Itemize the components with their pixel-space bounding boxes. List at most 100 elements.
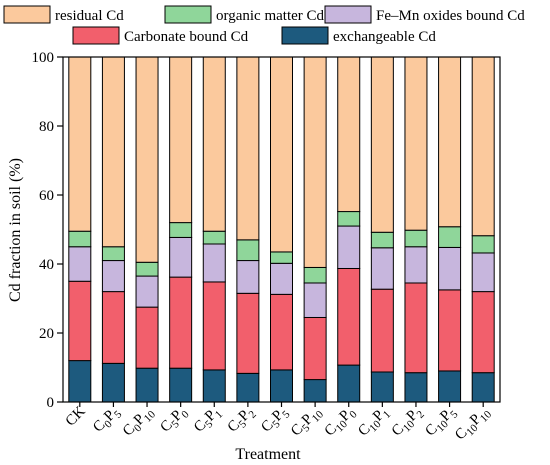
bar-segment-exchangeable-cd-5 — [236, 372, 260, 403]
bar-segment-fe-mn-oxides-bound-cd-2 — [135, 275, 159, 308]
bar-segment-fe-mn-oxides-bound-cd-11 — [438, 246, 462, 291]
bar-segment-exchangeable-cd-12 — [471, 372, 495, 403]
bar-segment-organic-matter-cd-6 — [270, 251, 293, 264]
y-tick-label: 60 — [39, 188, 54, 204]
bar-segment-carbonate-bound-cd-1 — [101, 291, 125, 364]
bar-segment-exchangeable-cd-10 — [404, 372, 428, 403]
y-tick-label: 20 — [39, 326, 54, 342]
x-tick-label-7: C5P10 — [288, 403, 326, 441]
bar-segment-carbonate-bound-cd-0 — [68, 280, 92, 362]
legend-item-exchangeable-cd: exchangeable Cd — [281, 26, 436, 45]
bar-segment-exchangeable-cd-1 — [101, 362, 125, 403]
x-tick-label-11: C10P5 — [422, 403, 460, 441]
bar-segment-residual-cd-5 — [236, 56, 260, 241]
bar-segment-residual-cd-7 — [303, 56, 327, 268]
bar-segment-fe-mn-oxides-bound-cd-1 — [101, 260, 125, 293]
bar-segment-residual-cd-11 — [438, 56, 462, 228]
y-tick-label: 80 — [39, 119, 54, 135]
bar-segment-organic-matter-cd-5 — [236, 239, 260, 262]
bar-segment-fe-mn-oxides-bound-cd-0 — [68, 246, 92, 282]
x-tick-label-4: C5P1 — [191, 404, 225, 438]
bar-segment-exchangeable-cd-2 — [135, 367, 159, 403]
bar-segment-organic-matter-cd-1 — [101, 246, 125, 262]
x-tick-label-1: C0P5 — [90, 403, 125, 438]
bar-segment-residual-cd-12 — [471, 56, 495, 237]
bar-segment-carbonate-bound-cd-10 — [404, 282, 428, 374]
bar-segment-organic-matter-cd-9 — [370, 231, 394, 249]
legend-item-carbonate-bound-cd: Carbonate bound Cd — [72, 26, 249, 45]
x-tick-label-10: C10P2 — [389, 404, 427, 442]
bar-segment-exchangeable-cd-4 — [202, 369, 226, 403]
legend: residual Cd organic matter Cd Fe–Mn oxides… — [3, 5, 525, 45]
bar-segment-residual-cd-6 — [270, 56, 293, 253]
bar-segment-fe-mn-oxides-bound-cd-5 — [236, 260, 260, 294]
legend-swatch — [3, 5, 51, 24]
bar-segment-fe-mn-oxides-bound-cd-10 — [404, 246, 428, 284]
bar-segment-residual-cd-1 — [101, 56, 125, 248]
x-tick-label-9: C10P1 — [355, 404, 393, 442]
legend-label: organic matter Cd — [216, 8, 325, 24]
x-tick-label-8: C10P0 — [322, 403, 360, 441]
bar-segment-fe-mn-oxides-bound-cd-4 — [202, 243, 226, 283]
bar-segment-carbonate-bound-cd-11 — [438, 289, 462, 372]
y-tick-label: 40 — [39, 257, 54, 273]
x-tick-label-5: C5P2 — [225, 404, 259, 438]
bar-segment-carbonate-bound-cd-2 — [135, 306, 159, 369]
bar-segment-fe-mn-oxides-bound-cd-8 — [337, 225, 361, 269]
bar-segment-organic-matter-cd-12 — [471, 235, 495, 254]
x-tick-label-6: C5P5 — [258, 403, 293, 438]
x-axis-title: Treatment — [235, 446, 301, 463]
bar-segment-exchangeable-cd-7 — [303, 379, 327, 403]
legend-item-residual-cd: residual Cd — [3, 5, 124, 24]
legend-label: residual Cd — [55, 8, 124, 24]
legend-swatch — [324, 5, 372, 24]
x-tick-label-12: C10P10 — [452, 403, 494, 445]
bar-segment-carbonate-bound-cd-4 — [202, 281, 226, 371]
legend-item-organic-matter-cd: organic matter Cd — [164, 5, 325, 24]
bar-segment-carbonate-bound-cd-3 — [169, 276, 193, 369]
bar-segment-exchangeable-cd-0 — [68, 360, 92, 403]
legend-swatch — [164, 5, 212, 24]
bar-segment-organic-matter-cd-8 — [337, 211, 361, 227]
bar-segment-fe-mn-oxides-bound-cd-9 — [370, 247, 394, 290]
bar-segment-carbonate-bound-cd-6 — [270, 293, 293, 371]
y-axis-title: Cd fraction in soil (%) — [7, 158, 24, 302]
x-tick-label-0: CK — [63, 403, 89, 429]
y-tick-label: 0 — [47, 395, 55, 411]
bar-segment-organic-matter-cd-2 — [135, 261, 159, 277]
bar-segment-residual-cd-4 — [202, 56, 226, 232]
bar-segment-fe-mn-oxides-bound-cd-7 — [303, 282, 327, 318]
bar-segment-exchangeable-cd-8 — [337, 364, 361, 403]
legend-label: exchangeable Cd — [333, 29, 436, 45]
bar-segment-carbonate-bound-cd-5 — [236, 292, 260, 374]
legend-label: Carbonate bound Cd — [124, 29, 249, 45]
bar-segment-exchangeable-cd-6 — [270, 369, 293, 403]
bar-segment-organic-matter-cd-11 — [438, 226, 462, 248]
bar-segment-organic-matter-cd-10 — [404, 229, 428, 248]
bar-segment-carbonate-bound-cd-7 — [303, 316, 327, 381]
bar-segment-carbonate-bound-cd-8 — [337, 267, 361, 366]
bar-segment-residual-cd-10 — [404, 56, 428, 231]
bar-segment-exchangeable-cd-3 — [169, 367, 193, 403]
bar-segment-residual-cd-3 — [169, 56, 193, 224]
bar-segment-organic-matter-cd-0 — [68, 230, 92, 248]
legend-item-fe-mn-oxides-bound-cd: Fe–Mn oxides bound Cd — [324, 5, 525, 24]
bar-segment-residual-cd-8 — [337, 56, 361, 213]
bar-segment-organic-matter-cd-4 — [202, 230, 226, 245]
bar-segment-exchangeable-cd-9 — [370, 371, 394, 403]
bar-segment-residual-cd-0 — [68, 56, 92, 232]
legend-label: Fe–Mn oxides bound Cd — [376, 8, 525, 24]
bar-segment-fe-mn-oxides-bound-cd-12 — [471, 252, 495, 293]
bar-segment-fe-mn-oxides-bound-cd-3 — [169, 236, 193, 278]
legend-swatch — [72, 26, 120, 45]
bar-segment-residual-cd-9 — [370, 56, 394, 233]
bars — [68, 56, 495, 403]
bar-segment-exchangeable-cd-11 — [438, 370, 462, 403]
y-tick-label: 100 — [32, 50, 55, 66]
bar-segment-organic-matter-cd-3 — [169, 222, 193, 238]
bar-segment-residual-cd-2 — [135, 56, 159, 263]
legend-swatch — [281, 26, 329, 45]
bar-segment-organic-matter-cd-7 — [303, 266, 327, 284]
